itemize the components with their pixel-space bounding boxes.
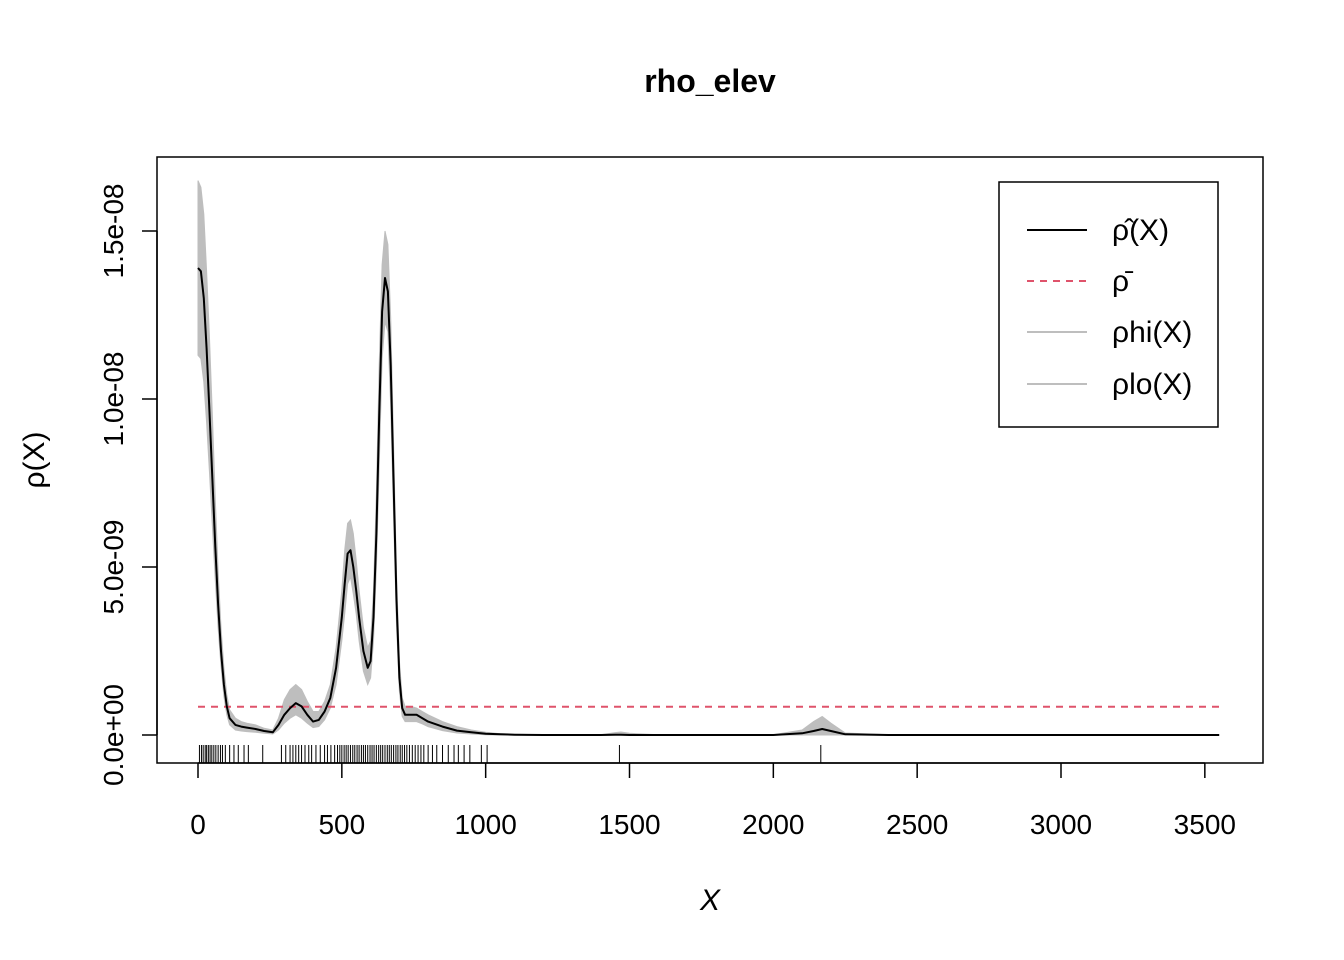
x-tick-label: 2000 [742,809,804,840]
x-tick-label: 2500 [886,809,948,840]
y-tick-label: 1.5e-08 [98,184,129,279]
x-tick-label: 1000 [455,809,517,840]
x-tick-label: 1500 [598,809,660,840]
x-tick-label: 3500 [1174,809,1236,840]
legend-label-hi: ρhi(X) [1112,316,1192,349]
legend-label-estimate: ρ̂(X) [1112,214,1169,247]
y-axis-label: ρ(X) [18,431,51,488]
x-tick-label: 500 [318,809,365,840]
y-tick-label: 5.0e-09 [98,520,129,615]
chart-title: rho_elev [644,63,776,99]
x-tick-label: 0 [190,809,206,840]
y-tick-label: 1.0e-08 [98,352,129,447]
legend-box [998,181,1219,428]
legend-label-lo: ρlo(X) [1112,368,1192,401]
legend-label-mean: ρ̄ [1112,265,1134,298]
y-tick-label: 0.0e+00 [98,684,129,786]
y-axis: 0.0e+00 5.0e-09 1.0e-08 1.5e-08 [98,184,158,786]
x-axis: 0 500 1000 1500 2000 2500 3000 3500 [190,762,1236,840]
x-axis-label: X [699,884,721,917]
estimate-line-layer [197,267,1220,736]
rho-hat-line [197,267,1220,736]
x-tick-label: 3000 [1030,809,1092,840]
rug-layer [198,745,822,763]
legend: ρ̂(X) ρ̄ ρhi(X) ρlo(X) [998,181,1219,428]
